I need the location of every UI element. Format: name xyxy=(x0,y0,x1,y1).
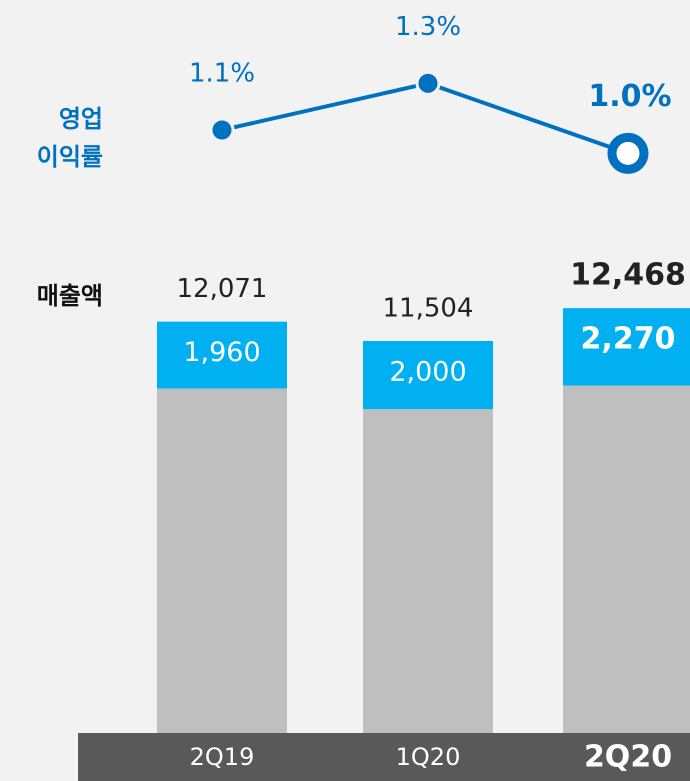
row-label: 영업 xyxy=(59,105,103,133)
bar-segment xyxy=(363,409,493,733)
margin-point xyxy=(607,132,649,174)
bar-segment xyxy=(563,385,690,733)
row-label: 이익률 xyxy=(37,143,103,171)
total-label: 12,468 xyxy=(570,258,686,293)
x-tick-label: 2Q20 xyxy=(584,740,672,775)
margin-label: 1.0% xyxy=(588,79,671,114)
margin-label: 1.3% xyxy=(395,12,461,42)
segment-label: 2,270 xyxy=(581,322,676,357)
segment-label: 2,000 xyxy=(389,356,466,387)
total-label: 11,504 xyxy=(383,293,474,323)
row-label: 매출액 xyxy=(37,282,103,310)
margin-point xyxy=(415,70,441,96)
bar-segment xyxy=(157,321,287,389)
bar-segment xyxy=(157,388,287,733)
total-label: 12,071 xyxy=(177,274,268,304)
bar-segment xyxy=(563,308,690,386)
x-tick-label: 2Q19 xyxy=(190,743,255,771)
bar-segment xyxy=(363,340,493,410)
axis-band xyxy=(78,733,690,781)
margin-label: 1.1% xyxy=(189,59,255,89)
margin-point xyxy=(209,117,235,143)
x-tick-label: 1Q20 xyxy=(396,743,461,771)
segment-label: 1,960 xyxy=(183,337,260,368)
